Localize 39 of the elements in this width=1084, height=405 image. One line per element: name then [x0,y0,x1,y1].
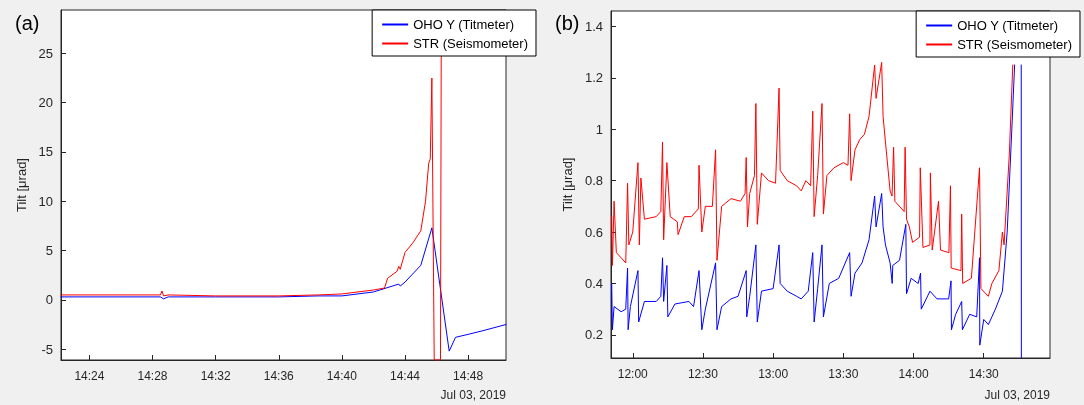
y-tick-label: 1.2 [584,70,603,86]
y-tick-label: 0.8 [584,173,603,189]
line-series [611,61,1014,297]
x-tick-label: 14:24 [74,369,105,383]
text: Jul 03, 2019 [984,388,1051,402]
x-tick-label: 14:30 [968,367,1000,381]
x-tick-label: 13:00 [758,367,789,381]
x-tick-label: 12:00 [617,367,649,381]
legend-label: STR (Seismometer) [413,36,529,51]
legend-label: OHO Y (Titmeter) [413,17,515,32]
y-axis-title: Tilt [μrad] [560,157,576,212]
y-tick-label: 0 [45,292,53,308]
y-tick-label: 5 [45,243,53,259]
text: Jul 03, 2019 [440,388,507,402]
y-tick-label: -5 [41,341,53,357]
y-tick-label: 0.4 [584,275,603,291]
x-tick-label: 12:30 [687,367,719,381]
y-tick-label: 25 [38,45,53,61]
legend-label: OHO Y (Titmeter) [957,18,1059,33]
y-tick-label: 0.6 [584,224,603,240]
y-tick-label: 1.4 [584,18,603,34]
y-tick-label: 10 [38,193,53,209]
y-tick-label: 20 [38,95,53,111]
x-tick-label: 14:32 [200,369,231,383]
x-tick-label: 14:36 [263,369,295,383]
chart-title: (b) [555,12,580,34]
y-axis-title: Tilt [μrad] [13,158,29,212]
x-tick-label: 14:44 [389,369,421,383]
x-tick-label: 13:30 [828,367,859,381]
chart-title: (a) [15,12,40,34]
line-series [60,227,507,352]
x-tick-label: 14:48 [453,369,484,383]
x-tick-label: 14:00 [898,367,929,381]
x-tick-label: 14:40 [326,369,358,383]
legend-label: STR (Seismometer) [957,37,1073,52]
y-tick-label: 1 [595,121,603,137]
x-tick-label: 14:28 [137,369,168,383]
y-tick-label: 0.2 [584,327,603,343]
y-tick-label: 15 [38,144,53,160]
